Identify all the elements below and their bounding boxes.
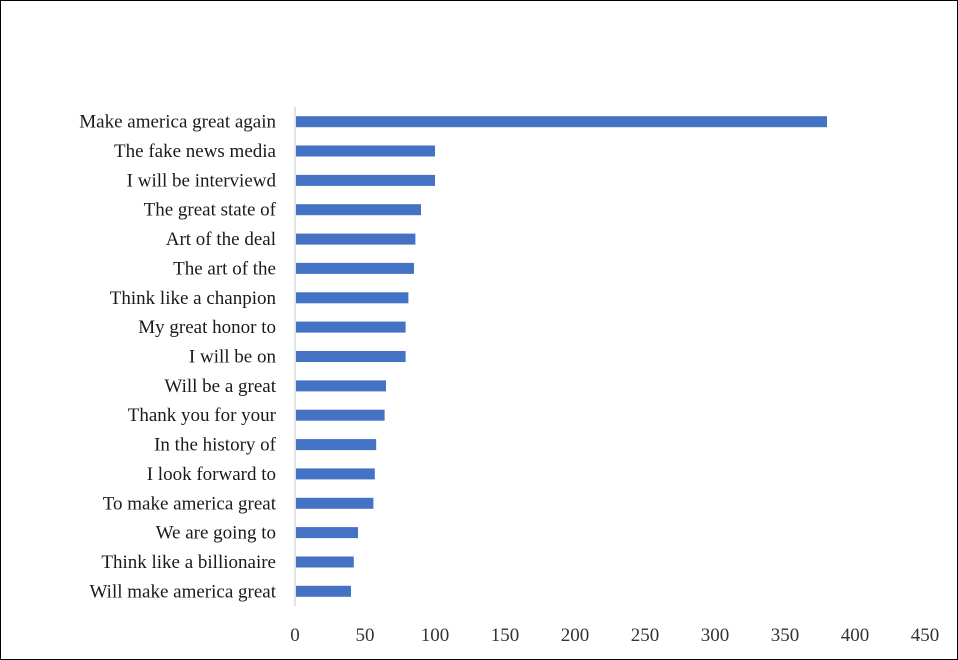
bar [296, 174, 435, 186]
bar [296, 380, 386, 392]
bar [296, 409, 385, 421]
category-label: Thank you for your [128, 405, 277, 426]
category-label: Think like a chanpion [110, 288, 277, 309]
category-label: I will be interviewd [127, 170, 277, 191]
bar [296, 527, 358, 539]
bar [296, 497, 374, 509]
category-label: I look forward to [147, 464, 276, 485]
bar [296, 439, 377, 451]
bar [296, 204, 421, 216]
bar [296, 468, 375, 480]
x-tick-label: 350 [771, 625, 800, 646]
category-label: My great honor to [138, 317, 276, 338]
bar [296, 321, 406, 333]
x-tick-label: 450 [911, 625, 940, 646]
bar [296, 233, 416, 245]
x-tick-label: 400 [841, 625, 870, 646]
x-tick-label: 50 [356, 625, 375, 646]
x-tick-label: 250 [631, 625, 660, 646]
category-label: We are going to [156, 523, 276, 544]
bar [296, 292, 409, 304]
x-tick-label: 100 [421, 625, 450, 646]
category-label: The art of the [173, 258, 276, 279]
category-label: Will make america great [90, 581, 277, 602]
category-label: Make america great again [79, 112, 276, 133]
x-tick-label: 300 [701, 625, 730, 646]
x-tick-label: 150 [491, 625, 520, 646]
category-label: I will be on [189, 347, 277, 368]
x-tick-label: 0 [290, 625, 300, 646]
bar [296, 351, 406, 362]
bar [296, 116, 827, 128]
category-label: To make america great [103, 493, 277, 514]
bar [296, 262, 414, 274]
category-label: The fake news media [114, 141, 277, 162]
bar [296, 145, 435, 157]
category-label: Think like a billionaire [101, 552, 276, 573]
category-label: In the history of [154, 435, 277, 456]
category-label: Art of the deal [166, 229, 276, 250]
category-label: Will be a great [164, 376, 276, 397]
x-tick-label: 200 [561, 625, 590, 646]
bar [296, 585, 351, 597]
bar [296, 556, 354, 568]
category-label: The great state of [144, 200, 277, 221]
